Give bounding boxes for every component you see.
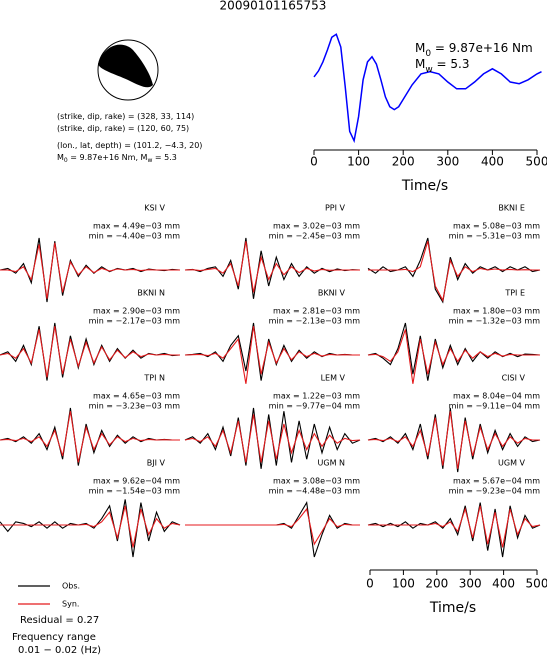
min-label: min = −9.77e−04 mm [269,402,361,411]
station-label: TPI N [143,374,165,383]
text-part: M [415,57,425,71]
min-label: min = −1.54e−03 mm [89,487,181,496]
x-tick-label: 400 [481,155,504,169]
x-tick-label: 500 [526,155,547,169]
max-label: max = 4.49e−03 mm [93,222,180,231]
waveform [367,322,541,381]
text-part: = 9.87e+16 Nm, M [68,153,148,162]
legend-label: Syn. [62,600,79,609]
waveform [184,414,361,463]
text-part: w [147,157,152,164]
min-label: min = −2.13e−03 mm [269,317,361,326]
max-label: max = 8.04e−04 mm [453,392,540,401]
station-label: CISI V [502,374,526,383]
min-label: min = −9.11e−04 mm [449,402,541,411]
min-label: min = −9.23e−04 mm [449,487,541,496]
min-label: min = −3.23e−03 mm [89,402,181,411]
station-label: BKNI N [137,289,165,298]
min-label: min = −4.40e−03 mm [89,232,181,241]
max-label: max = 9.62e−04 mm [93,477,180,486]
min-label: min = −4.48e−03 mm [269,487,361,496]
station-label: KSI V [144,204,165,213]
x-tick-label: 300 [436,155,459,169]
min-label: min = −5.31e−03 mm [449,232,541,241]
mechanism-line: M0 = 9.87e+16 Nm, Mw = 5.3 [57,153,177,165]
mechanism-line: (strike, dip, rake) = (328, 33, 114) [57,112,194,121]
x-tick-label: 500 [526,577,547,591]
text-part: w [425,65,432,75]
frequency-title: Frequency range [12,632,96,643]
text-part: 0 [64,157,68,164]
stf-annotation: M0 = 9.87e+16 Nm [415,41,533,59]
x-tick-label: 100 [392,577,415,591]
waveform [367,502,541,558]
legend-label: Obs. [62,582,80,591]
beachball [97,39,159,101]
text-part: (strike, dip, rake) = (328, 33, 114) [57,112,194,121]
station-label: PPI V [325,204,346,213]
x-tick-label: 200 [392,155,415,169]
station-label: UGM V [498,459,526,468]
station-label: BKNI E [498,204,525,213]
waveform [368,241,540,303]
waveform [368,505,541,548]
text-part: (lon., lat, depth) = (101.2, −4.3, 20) [57,141,202,150]
station-label: BJI V [147,459,166,468]
waveform [0,242,180,299]
max-label: max = 5.08e−03 mm [453,222,540,231]
max-label: max = 2.81e−03 mm [273,307,360,316]
stf-line [313,33,542,144]
mechanism-line: (strike, dip, rake) = (120, 60, 75) [57,124,189,133]
waveform [0,411,180,463]
text-part: M [415,41,425,55]
waveform [185,500,360,558]
max-label: max = 3.02e−03 mm [273,222,360,231]
max-label: max = 2.90e−03 mm [93,307,180,316]
station-label: LEM V [321,374,346,383]
max-label: max = 5.67e−04 mm [453,477,540,486]
waveform [0,505,181,548]
min-label: min = −2.17e−03 mm [89,317,181,326]
station-label: BKNI V [318,289,346,298]
waveform [367,329,540,384]
waveform [184,326,360,384]
text-part: (strike, dip, rake) = (120, 60, 75) [57,124,189,133]
min-label: min = −1.32e−03 mm [449,317,541,326]
figure-title: 20090101165753 [220,0,327,13]
max-label: max = 1.80e−03 mm [453,307,540,316]
x-tick-label: 0 [366,577,374,591]
max-label: max = 1.22e−03 mm [273,392,360,401]
residual: Residual = 0.27 [20,615,99,626]
waveform [367,411,540,469]
text-part: = 9.87e+16 Nm [431,41,533,55]
x-tick-label: 0 [310,155,318,169]
waveform [185,507,360,546]
x-tick-label: 300 [459,577,482,591]
max-label: max = 4.65e−03 mm [93,392,180,401]
waveform [0,499,181,558]
x-tick-label: 100 [347,155,370,169]
waveform [0,326,180,378]
text-part: = 5.3 [433,57,470,71]
x-axis-label: Time/s [401,178,448,194]
x-tick-label: 400 [492,577,515,591]
waveform [184,241,360,293]
min-label: min = −2.45e−03 mm [269,232,361,241]
mechanism-line: (lon., lat, depth) = (101.2, −4.3, 20) [57,141,202,150]
text-part: = 5.3 [152,153,177,162]
text-part: 0 [425,49,431,59]
max-label: max = 3.08e−03 mm [273,477,360,486]
x-axis-label: Time/s [429,600,476,616]
text-part: M [57,153,64,162]
station-label: TPI E [504,289,525,298]
stf-annotation: Mw = 5.3 [415,57,470,75]
station-label: UGM N [318,459,346,468]
frequency-range: 0.01 − 0.02 (Hz) [18,645,101,655]
x-tick-label: 200 [425,577,448,591]
